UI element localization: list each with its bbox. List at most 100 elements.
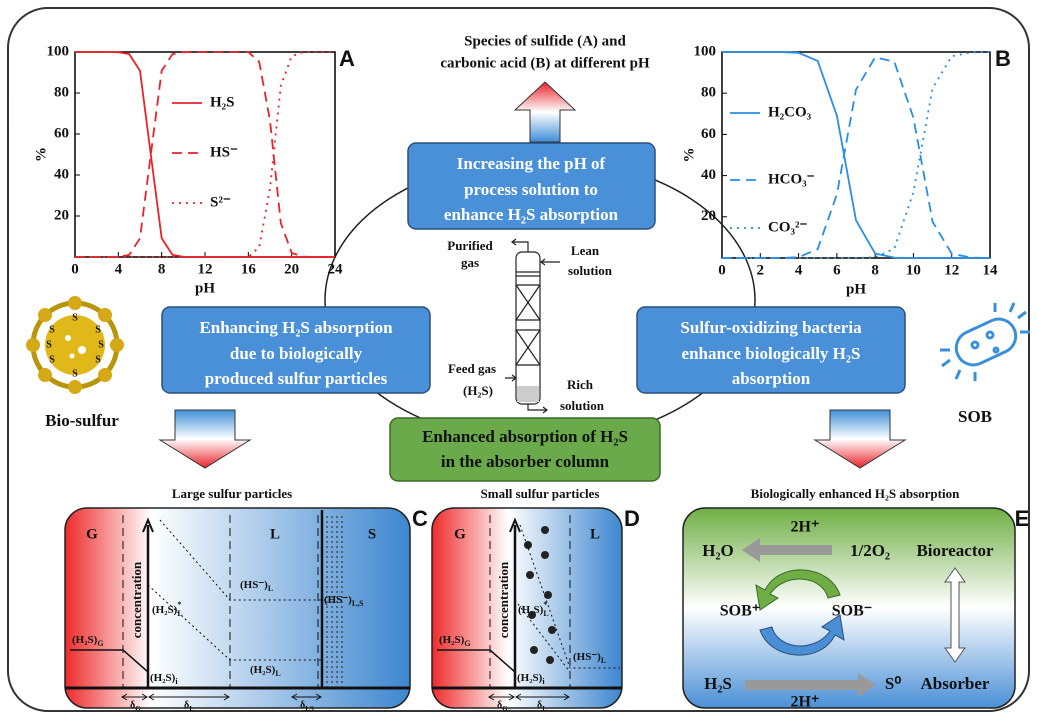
column-label: (H₂S) <box>463 383 493 398</box>
column-label: solution <box>568 263 613 278</box>
legend-label: H₂S <box>210 94 235 110</box>
column-label: gas <box>461 255 479 270</box>
column-label: Rich <box>567 377 594 392</box>
e-text: Absorber <box>921 674 990 693</box>
x-tick-label: 2 <box>757 262 765 278</box>
panel-title: Biologically enhanced H₂S absorption <box>751 486 960 501</box>
box-text: Sulfur-oxidizing bacteria <box>680 318 862 337</box>
atom: S <box>49 354 55 365</box>
series-line <box>722 52 990 258</box>
atom: S <box>72 312 78 323</box>
y-tick-label: 20 <box>701 208 716 224</box>
panel-label: A <box>339 46 355 71</box>
legend-label: H₂CO₃ <box>768 104 812 120</box>
up-arrow <box>515 82 575 142</box>
x-tick-label: 8 <box>158 261 166 277</box>
phase-label: L <box>270 526 280 542</box>
down-arrow <box>815 410 905 468</box>
column-label: solution <box>560 398 605 413</box>
x-tick-label: 4 <box>115 261 123 277</box>
x-axis-label: pH <box>195 280 215 296</box>
y-tick-label: 60 <box>54 125 69 141</box>
e-text: Bioreactor <box>916 541 994 560</box>
panel-title: Large sulfur particles <box>172 486 292 501</box>
atom: S <box>72 368 78 379</box>
box-text: enhance H₂S absorption <box>444 205 619 224</box>
box-text: process solution to <box>464 180 598 199</box>
e-text: 1/2O₂ <box>850 541 890 560</box>
e-text: H₂S <box>704 674 732 693</box>
x-axis-label: pH <box>846 281 866 297</box>
series-line <box>722 57 990 258</box>
y-tick-label: 80 <box>54 84 69 100</box>
series-line <box>75 52 335 257</box>
x-tick-label: 0 <box>71 261 79 277</box>
panel-label: E <box>1015 506 1030 531</box>
box-text: Increasing the pH of <box>457 154 606 173</box>
down-arrow <box>160 410 250 468</box>
phase-label: G <box>454 526 466 542</box>
y-tick-label: 60 <box>701 126 716 142</box>
absorber-column <box>505 239 560 413</box>
atom: S <box>98 339 104 350</box>
plot-frame <box>75 52 335 257</box>
phase-label: G <box>86 526 98 542</box>
series-line <box>722 52 990 258</box>
panel-label: D <box>624 506 640 531</box>
title-line: Species of sulfide (A) and <box>464 33 626 49</box>
x-tick-label: 14 <box>983 262 999 278</box>
x-tick-label: 10 <box>906 262 921 278</box>
atom: S <box>46 339 52 350</box>
y-tick-label: 80 <box>701 85 716 101</box>
e-text: S⁰ <box>885 674 901 693</box>
panel-c <box>65 508 410 708</box>
series-line <box>75 52 335 257</box>
box-text: enhance biologically H₂S <box>682 344 861 363</box>
atom: S <box>95 354 101 365</box>
x-tick-label: 12 <box>198 261 213 277</box>
figure: Species of sulfide (A) and carbonic acid… <box>0 0 1037 719</box>
box-text: absorption <box>732 369 811 388</box>
legend-label: HCO₃⁻ <box>768 171 815 187</box>
box-text: produced sulfur particles <box>205 369 388 388</box>
legend-label: HS⁻ <box>210 144 238 160</box>
panel-title: Small sulfur particles <box>481 486 600 501</box>
title-line: carbonic acid (B) at different pH <box>440 55 650 71</box>
y-axis-label: % <box>33 147 49 162</box>
y-tick-label: 100 <box>694 43 717 59</box>
x-tick-label: 6 <box>833 262 841 278</box>
column-label: Lean <box>571 243 600 258</box>
panel-label: C <box>412 506 428 531</box>
box-text: Enhancing H₂S absorption <box>199 318 393 337</box>
legend-label: S²⁻ <box>210 194 231 210</box>
phase-label: S <box>368 526 376 542</box>
y-tick-label: 40 <box>54 166 69 182</box>
atom: S <box>49 324 55 335</box>
e-text: 2H⁺ <box>791 694 820 711</box>
x-tick-label: 24 <box>328 261 344 277</box>
series-line <box>75 52 335 257</box>
sob-icon <box>940 303 1030 381</box>
e-text: SOB⁻ <box>832 603 872 620</box>
y-tick-label: 100 <box>47 43 70 59</box>
axis-label: concentration <box>496 561 511 638</box>
y-tick-label: 40 <box>701 167 716 183</box>
e-text: SOB⁺ <box>720 603 760 620</box>
box-text: due to biologically <box>230 344 363 363</box>
y-tick-label: 20 <box>54 207 69 223</box>
plot-frame <box>722 52 990 258</box>
column-label: Purified <box>447 238 493 253</box>
icon-label: SOB <box>958 407 992 426</box>
x-tick-label: 12 <box>944 262 959 278</box>
axis-label: concentration <box>129 561 144 638</box>
phase-label: L <box>590 526 600 542</box>
x-tick-label: 8 <box>871 262 879 278</box>
x-tick-label: 20 <box>284 261 299 277</box>
y-axis-label: % <box>681 148 697 163</box>
e-text: H₂O <box>702 541 734 560</box>
panel-label: B <box>995 46 1011 71</box>
column-label: Feed gas <box>448 361 496 376</box>
x-tick-label: 4 <box>795 262 803 278</box>
atom: S <box>95 324 101 335</box>
x-tick-label: 0 <box>718 262 726 278</box>
